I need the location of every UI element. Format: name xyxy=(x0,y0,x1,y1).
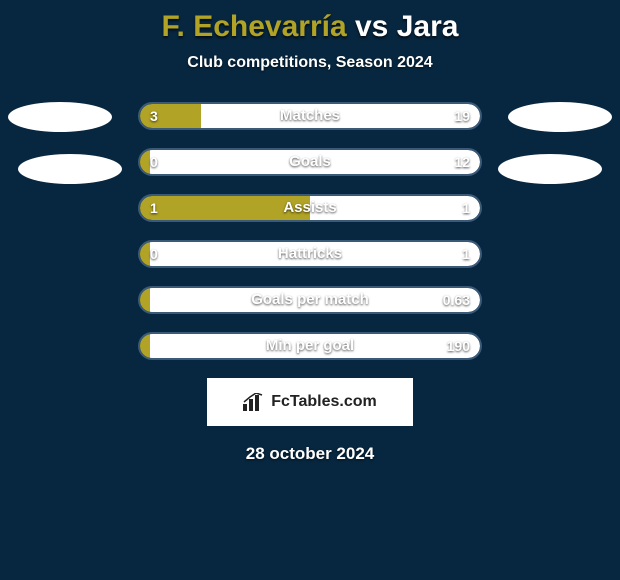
fill-player2 xyxy=(150,334,480,358)
title-player1: F. Echevarría xyxy=(162,10,347,43)
badge-text: FcTables.com xyxy=(271,393,377,411)
fill-player2 xyxy=(150,242,480,266)
stat-row: 0Goals12 xyxy=(138,148,482,176)
avatar xyxy=(18,154,122,184)
page-title: F. Echevarría vs Jara xyxy=(0,0,620,44)
stat-row: 3Matches19 xyxy=(138,102,482,130)
fill-player2 xyxy=(310,196,480,220)
fill-player1 xyxy=(140,334,150,358)
subtitle: Club competitions, Season 2024 xyxy=(0,54,620,72)
fill-player2 xyxy=(150,150,480,174)
fill-player1 xyxy=(140,196,310,220)
fill-player1 xyxy=(140,150,150,174)
avatar xyxy=(8,102,112,132)
stat-row: Goals per match0.63 xyxy=(138,286,482,314)
fill-player2 xyxy=(150,288,480,312)
title-vs: vs xyxy=(355,10,388,43)
stat-row: 1Assists1 xyxy=(138,194,482,222)
comparison-chart: 3Matches19 0Goals12 1Assists1 0Hattricks1 Go… xyxy=(0,102,620,360)
avatar xyxy=(498,154,602,184)
fill-player1 xyxy=(140,242,150,266)
stat-row: 0Hattricks1 xyxy=(138,240,482,268)
avatar xyxy=(508,102,612,132)
fill-player2 xyxy=(201,104,480,128)
source-badge: FcTables.com xyxy=(207,378,413,426)
fill-player1 xyxy=(140,104,201,128)
stat-row: Min per goal190 xyxy=(138,332,482,360)
fill-player1 xyxy=(140,288,150,312)
date-label: 28 october 2024 xyxy=(0,444,620,464)
title-player2: Jara xyxy=(397,10,459,43)
bar-chart-icon xyxy=(243,393,265,411)
